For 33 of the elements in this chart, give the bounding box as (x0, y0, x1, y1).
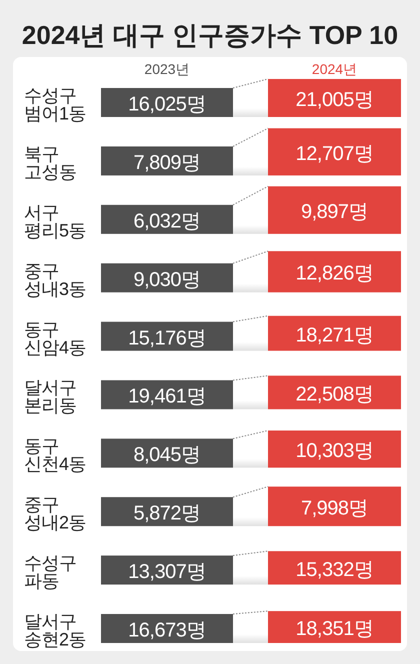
value-label: 6,032명 (133, 210, 201, 232)
value-label: 15,176명 (128, 327, 206, 350)
value-label: 12,707명 (296, 142, 374, 165)
value-label: 22,508명 (296, 383, 374, 406)
value-label: 10,303명 (296, 440, 374, 462)
value-label: 16,673명 (128, 620, 206, 642)
value-label: 13,307명 (128, 561, 206, 584)
value-label: 7,809명 (133, 152, 201, 174)
value-label: 12,826명 (296, 262, 374, 285)
value-label: 19,461명 (128, 386, 206, 408)
value-label: 9,897명 (300, 201, 368, 224)
category: 수성구 범어1동 (24, 86, 86, 124)
category: 동구 신천4동 (24, 436, 86, 474)
category: 달서구 본리동 (24, 378, 76, 416)
value-label: 8,045명 (133, 444, 201, 466)
value-label: 7,998명 (300, 497, 368, 520)
series-name: 2024년 (312, 61, 358, 77)
category: 중구 성내2동 (24, 494, 86, 533)
value-label: 21,005명 (296, 89, 374, 111)
value-label: 18,271명 (296, 324, 374, 346)
category: 중구 성내3동 (24, 260, 86, 299)
title: 2024년 대구 인구증가수 TOP 10 (22, 20, 398, 50)
value-label: 18,351명 (296, 618, 374, 640)
value-label: 16,025명 (128, 94, 206, 116)
category: 수성구 파동 (24, 553, 76, 592)
series-name: 2023년 (144, 61, 190, 77)
category: 달서구 송현2동 (24, 612, 86, 650)
value-label: 5,872명 (133, 502, 201, 525)
category: 서구 평리5동 (24, 202, 86, 240)
value-label: 15,332명 (296, 558, 374, 581)
category: 북구 고성동 (24, 144, 76, 182)
value-label: 9,030명 (133, 268, 201, 291)
category: 동구 신암4동 (24, 319, 86, 358)
